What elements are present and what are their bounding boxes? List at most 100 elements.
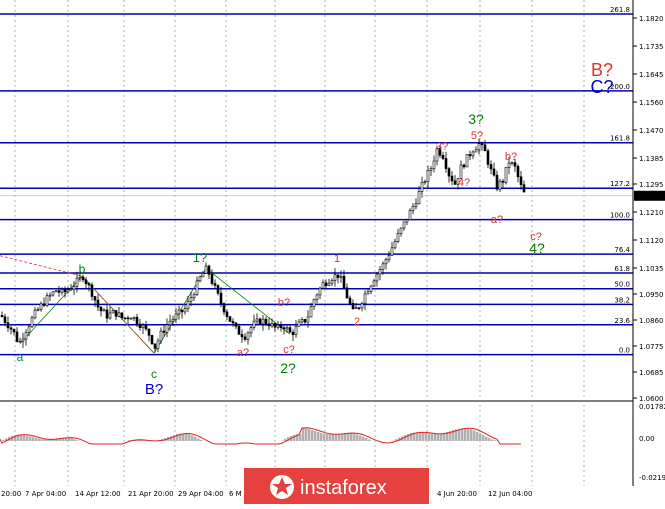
indicator-bar xyxy=(197,438,200,441)
current-price-label: 1.1241 xyxy=(637,193,662,201)
wave-label: 1? xyxy=(193,250,207,265)
indicator-bar xyxy=(302,428,305,441)
price-tick-label: 1.1560 xyxy=(639,99,664,107)
price-tick-label: 1.1035 xyxy=(639,265,664,273)
candle xyxy=(55,290,57,292)
fib-level-label: 161.8 xyxy=(610,135,630,143)
indicator-bar xyxy=(308,429,311,441)
indicator-bar xyxy=(68,438,71,441)
indicator-bar xyxy=(464,428,467,441)
indicator-bar xyxy=(341,433,344,441)
indicator-bar xyxy=(476,432,479,441)
price-tick-label: 1.1385 xyxy=(639,155,664,163)
indicator-bar xyxy=(485,437,488,441)
price-tick-label: 1.1295 xyxy=(639,181,664,189)
fib-level-label: 61.8 xyxy=(614,265,630,273)
indicator-bar xyxy=(293,435,296,441)
fib-level-label: 23.6 xyxy=(614,317,630,325)
indicator-bar xyxy=(425,433,428,441)
indicator-bar xyxy=(419,432,422,441)
indicator-bar xyxy=(416,432,419,441)
indicator-bar xyxy=(428,433,431,441)
wave-label: C? xyxy=(590,77,613,97)
indicator-bar xyxy=(305,428,308,441)
indicator-bar xyxy=(77,440,80,441)
fib-level-label: 127.2 xyxy=(610,180,630,188)
indicator-bar xyxy=(479,433,482,441)
indicator-bar xyxy=(431,434,434,441)
indicator-bar xyxy=(41,439,44,441)
indicator-bar xyxy=(335,434,338,441)
fib-level-label: 38.2 xyxy=(614,296,630,304)
current-price-tag: 1.1241 xyxy=(634,191,665,201)
wave-label: a? xyxy=(237,347,249,359)
time-tick-label: 21 Apr 20:00 xyxy=(128,490,174,498)
indicator-bar xyxy=(494,440,497,441)
indicator-bar xyxy=(368,439,371,441)
indicator-bar xyxy=(353,434,356,441)
candle xyxy=(505,167,507,184)
indicator-bar xyxy=(344,433,347,441)
fib-level-label: 261.8 xyxy=(610,6,630,14)
indicator-bar xyxy=(200,440,203,441)
wave-label: 4? xyxy=(529,240,545,256)
indicator-bar xyxy=(461,428,464,441)
price-tick-label: 1.1470 xyxy=(639,127,664,135)
indicator-bar xyxy=(440,433,443,441)
indicator-bar xyxy=(194,437,197,441)
indicator-bar xyxy=(191,436,194,441)
indicator-bar xyxy=(71,438,74,441)
indicator-bar xyxy=(26,436,29,441)
watermark-text: instaforex xyxy=(300,477,387,499)
indicator-tick-label: -0.02198 xyxy=(639,474,665,482)
indicator-bar xyxy=(44,439,47,441)
wave-label: c? xyxy=(283,344,295,356)
indicator-bar xyxy=(347,433,350,441)
indicator-bar xyxy=(488,438,491,441)
wave-label: a xyxy=(17,350,24,364)
indicator-bar xyxy=(20,435,23,441)
price-tick-label: 1.0860 xyxy=(639,317,664,325)
indicator-bar xyxy=(437,434,440,441)
price-tick-label: 1.1120 xyxy=(639,237,664,245)
wave-label: b? xyxy=(505,151,517,163)
candle xyxy=(151,335,153,345)
indicator-bar xyxy=(473,430,476,441)
indicator-bar xyxy=(350,433,353,441)
logo-star-icon xyxy=(270,475,294,499)
indicator-bar xyxy=(38,439,41,441)
indicator-bar xyxy=(365,438,368,441)
wave-label: 3? xyxy=(436,141,448,153)
indicator-bar xyxy=(482,435,485,441)
indicator-bar xyxy=(326,434,329,441)
wave-label: B? xyxy=(145,381,163,398)
candle xyxy=(31,316,33,328)
indicator-bar xyxy=(434,434,437,441)
time-tick-label: 6 M xyxy=(229,490,242,498)
price-tick-label: 1.0950 xyxy=(639,291,664,299)
indicator-bar xyxy=(356,434,359,441)
candle xyxy=(229,316,231,321)
indicator-bar xyxy=(362,437,365,441)
indicator-tick-label: 0.01782 xyxy=(639,403,665,411)
time-tick-label: 14 Apr 12:00 xyxy=(75,490,121,498)
wave-label: 4? xyxy=(458,177,470,189)
indicator-bar xyxy=(329,434,332,441)
time-tick-label: 29 Apr 04:00 xyxy=(178,490,224,498)
wave-label: 5? xyxy=(471,130,483,142)
fib-level-label: 50.0 xyxy=(614,281,630,289)
wave-label: 1 xyxy=(334,253,340,265)
price-tick-label: 1.1820 xyxy=(639,15,664,23)
indicator-bar xyxy=(182,433,185,441)
watermark-banner: instaforex xyxy=(244,468,429,504)
indicator-bar xyxy=(338,434,341,441)
fib-level-label: 100.0 xyxy=(610,212,630,220)
wave-label: b xyxy=(79,262,86,276)
fib-level-label: 0.0 xyxy=(619,347,630,355)
indicator-bar xyxy=(23,435,26,441)
indicator-bar xyxy=(311,430,314,441)
indicator-bar xyxy=(2,440,5,441)
candle xyxy=(466,154,468,167)
indicator-bar xyxy=(332,434,335,441)
fib-level-label: 76.4 xyxy=(614,246,630,254)
